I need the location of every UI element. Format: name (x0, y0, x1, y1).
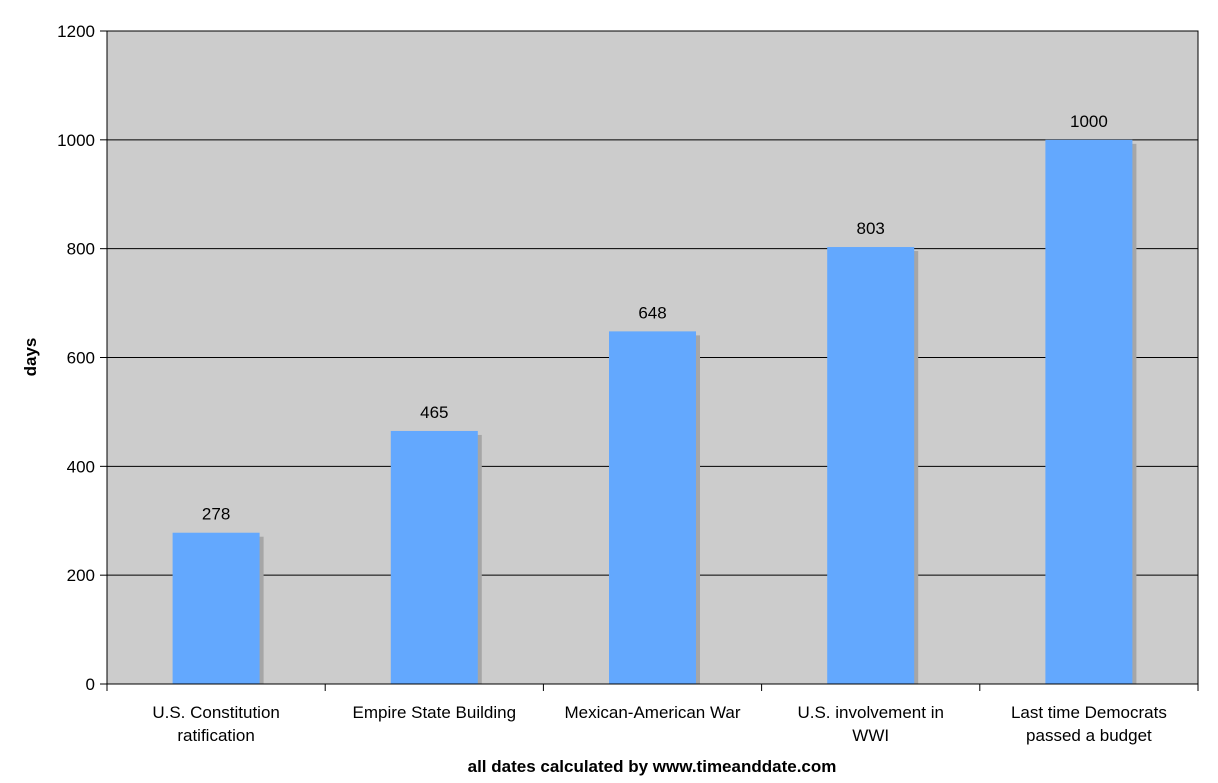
x-category-label: Last time Democrats (1011, 703, 1167, 722)
x-category-label: Empire State Building (353, 703, 516, 722)
bar (1045, 139, 1133, 685)
y-tick-label: 400 (67, 457, 95, 476)
y-tick-label: 600 (67, 349, 95, 368)
data-label: 648 (638, 303, 666, 322)
x-category-label: WWI (852, 726, 889, 745)
data-label: 803 (857, 219, 885, 238)
x-category-label: Mexican-American War (564, 703, 740, 722)
bar (390, 430, 478, 684)
bar (827, 247, 915, 684)
data-labels: 278 465 648 803 1000 (202, 112, 1108, 524)
x-category-label: ratification (177, 726, 254, 745)
x-category-labels: U.S. Constitution ratification Empire Stat… (152, 703, 1167, 745)
x-axis-title: all dates calculated by www.timeanddate.… (468, 757, 837, 776)
y-tick-label: 0 (86, 675, 95, 694)
x-category-label: U.S. Constitution (152, 703, 280, 722)
y-tick-labels: 0 200 400 600 800 1000 1200 (57, 22, 95, 694)
x-category-label: passed a budget (1026, 726, 1152, 745)
x-category-label: U.S. involvement in (797, 703, 943, 722)
y-tick-label: 1200 (57, 22, 95, 41)
y-tick-label: 800 (67, 240, 95, 259)
data-label: 1000 (1070, 112, 1108, 131)
bar (172, 532, 260, 684)
y-axis-title: days (21, 338, 40, 377)
y-tick-label: 1000 (57, 131, 95, 150)
axes (100, 30, 1199, 691)
data-label: 278 (202, 505, 230, 524)
bars (172, 139, 1137, 685)
bar (609, 331, 696, 684)
data-label: 465 (420, 403, 448, 422)
y-tick-label: 200 (67, 566, 95, 585)
